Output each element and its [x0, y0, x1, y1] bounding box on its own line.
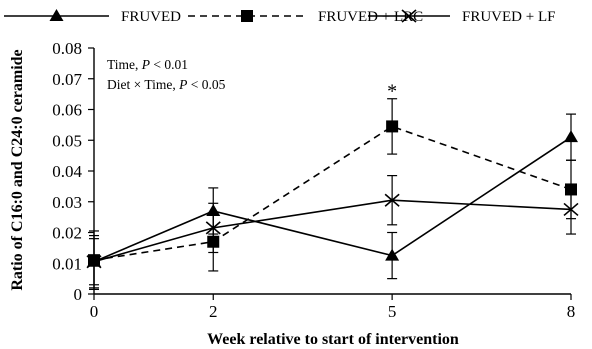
legend-item: FRUVED	[4, 9, 181, 25]
x-tick-label: 5	[388, 302, 397, 321]
y-tick-label: 0.04	[52, 162, 82, 181]
series-fruved-lf	[86, 175, 579, 286]
y-tick-label: 0.01	[52, 254, 82, 273]
legend-label: FRUVED + LRC	[318, 9, 423, 25]
x-tick-label: 2	[209, 302, 218, 321]
data-point	[86, 255, 102, 269]
y-tick-label: 0.03	[52, 193, 82, 212]
series-line	[93, 199, 572, 263]
legend-item: FRUVED + LRC	[188, 9, 423, 25]
y-axis-label: Ratio of C16:0 and C24:0 ceramide	[9, 49, 26, 290]
y-tick-label: 0.08	[52, 39, 82, 58]
legend-label: FRUVED	[121, 9, 181, 25]
series-line	[93, 125, 572, 261]
series-group: *	[86, 81, 579, 290]
legend-marker	[241, 10, 253, 22]
axes: 0 0.01 0.02 0.03 0.04 0.05 0.06 0.07 0.08 0 2 5 8	[52, 39, 575, 321]
legend-item: FRUVED + LF	[368, 9, 555, 25]
significance-marker: *	[387, 81, 397, 103]
data-point	[564, 130, 578, 143]
data-point	[386, 120, 399, 133]
data-point	[385, 248, 400, 261]
series-line	[93, 136, 572, 263]
data-point	[384, 193, 400, 207]
stat-annotation: Diet × Time, P < 0.05	[107, 77, 226, 92]
y-tick-label: 0	[74, 285, 83, 304]
series-fruved-lrc	[88, 98, 577, 290]
x-axis-label: Week relative to start of intervention	[207, 331, 459, 348]
x-tick-label: 8	[567, 302, 576, 321]
x-tick-label: 0	[90, 302, 99, 321]
legend-marker	[49, 9, 64, 21]
annotations: Time, P < 0.01 Diet × Time, P < 0.05	[107, 57, 226, 92]
legend-marker	[401, 9, 417, 23]
legend: FRUVED FRUVED + LRC FRUVED + LF	[4, 9, 555, 25]
y-tick-label: 0.06	[52, 101, 82, 120]
data-point	[563, 202, 579, 217]
y-tick-label: 0.05	[52, 131, 82, 150]
stat-annotation: Time, P < 0.01	[107, 57, 188, 72]
series-fruved	[87, 113, 578, 289]
legend-label: FRUVED + LF	[462, 9, 555, 25]
y-tick-label: 0.02	[52, 224, 82, 243]
y-tick-label: 0.07	[52, 70, 82, 89]
data-point	[205, 221, 221, 235]
